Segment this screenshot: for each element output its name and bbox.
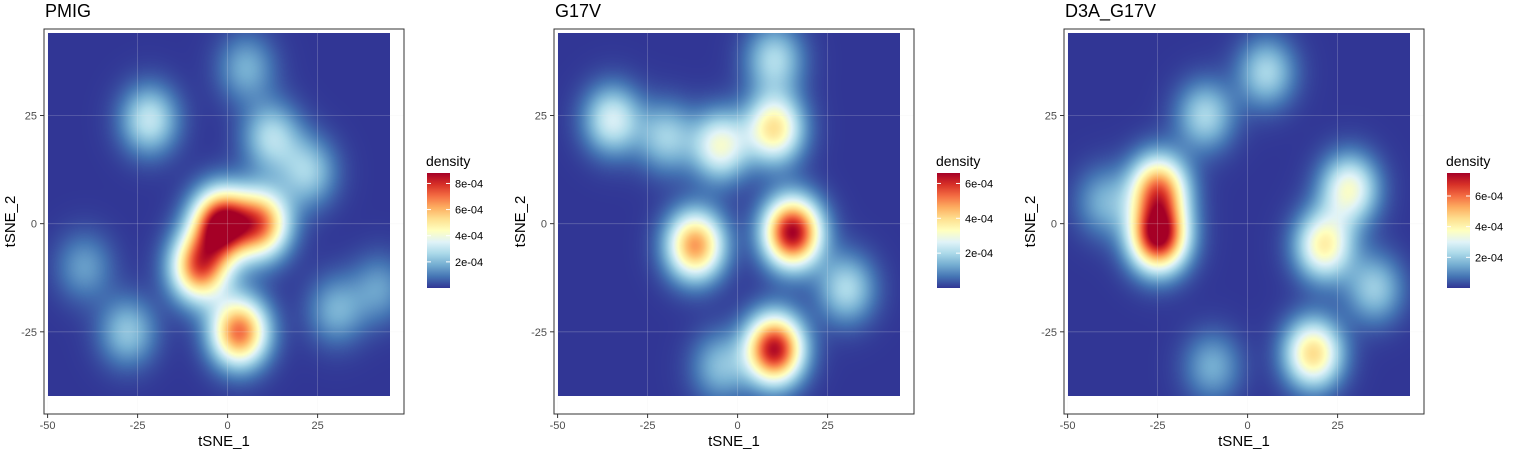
x-tick-label: -25: [130, 420, 146, 432]
x-tick-label: 25: [821, 420, 833, 432]
y-tick-label: 25: [25, 111, 37, 123]
x-tick-label: -25: [1150, 420, 1166, 432]
chart-title: D3A_G17V: [1065, 1, 1156, 22]
legend-title: density: [1446, 153, 1490, 169]
legend-tick-label: 2e-04: [455, 257, 483, 269]
x-tick-label: 0: [735, 420, 741, 432]
x-axis-title: tSNE_1: [1218, 433, 1270, 450]
legend-colorbar: [1447, 173, 1470, 288]
y-tick-label: 25: [535, 111, 547, 123]
x-tick-label: -25: [640, 420, 656, 432]
legend-tick-label: 2e-04: [965, 248, 993, 260]
y-axis-title: tSNE_2: [512, 196, 529, 248]
y-tick-label: 0: [31, 219, 37, 231]
x-tick-label: 0: [225, 420, 231, 432]
legend-tick-label: 6e-04: [455, 205, 483, 217]
x-tick-label: 0: [1245, 420, 1251, 432]
x-tick-label: 25: [1331, 420, 1343, 432]
chart-panel-2: D3A_G17V -50 -25 0 25 -25 0 25 tSNE_1 tSNE_2 densi…: [1022, 1, 1503, 450]
legend-tick-label: 6e-04: [1475, 191, 1503, 203]
x-tick-label: -50: [40, 420, 56, 432]
y-tick-label: 0: [541, 219, 547, 231]
legend-tick-label: 6e-04: [965, 178, 993, 190]
legend-colorbar: [937, 173, 960, 288]
legend-tick-label: 8e-04: [455, 178, 483, 190]
y-tick-label: -25: [1041, 327, 1057, 339]
density-canvas: [557, 33, 900, 397]
chart-title: G17V: [555, 1, 601, 21]
x-tick-label: -50: [1060, 420, 1076, 432]
density-raster: [557, 33, 900, 397]
x-tick-label: 25: [311, 420, 323, 432]
legend-title: density: [936, 153, 980, 169]
density-canvas: [47, 33, 390, 397]
chart-title: PMIG: [45, 1, 91, 21]
legend-tick-label: 2e-04: [1475, 252, 1503, 264]
legend-tick-label: 4e-04: [455, 231, 483, 243]
y-axis-title: tSNE_2: [1022, 196, 1039, 248]
chart-panel-0: PMIG -50 -25 0 25 -25 0 25 tSNE_1 tSNE_2 density 2e…: [2, 1, 483, 450]
panel-border: [1063, 28, 1425, 415]
density-raster: [1067, 33, 1410, 397]
legend-title: density: [426, 153, 470, 169]
chart-panel-1: G17V -50 -25 0 25 -25 0 25 tSNE_1 tSNE_2 density 2e…: [512, 1, 993, 450]
x-tick-label: -50: [550, 420, 566, 432]
legend-tick-label: 4e-04: [965, 213, 993, 225]
y-tick-label: 25: [1045, 111, 1057, 123]
y-axis-title: tSNE_2: [2, 196, 19, 248]
legend-tick-label: 4e-04: [1475, 222, 1503, 234]
y-tick-label: 0: [1051, 219, 1057, 231]
legend-colorbar: [427, 173, 450, 288]
x-axis-title: tSNE_1: [198, 433, 250, 450]
panel-border: [43, 28, 405, 415]
x-axis-title: tSNE_1: [708, 433, 760, 450]
panel-border: [553, 28, 915, 415]
y-tick-label: -25: [531, 327, 547, 339]
density-canvas: [1067, 33, 1410, 397]
density-raster: [47, 33, 390, 397]
y-tick-label: -25: [21, 327, 37, 339]
